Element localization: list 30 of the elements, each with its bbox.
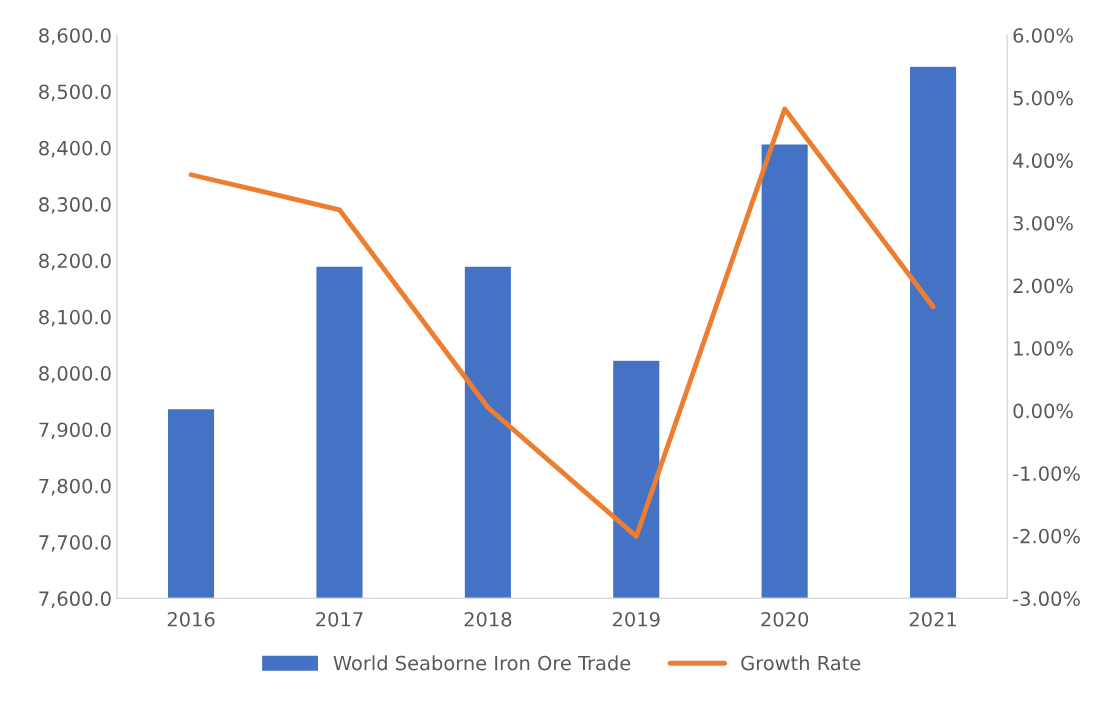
y-tick-label: 7,700.0 (39, 535, 111, 552)
y2-tick-label: 2.00% (1013, 278, 1073, 294)
x-tick-label: 2018 (464, 611, 512, 627)
y2-tick-label: 1.00% (1014, 341, 1073, 356)
x-tick-label: 2016 (167, 611, 215, 627)
y-tick-label: 8,600.0 (39, 28, 111, 45)
y2-tick-label: 3.00% (1013, 215, 1073, 231)
y-tick-label: 8,400.0 (39, 140, 111, 158)
y-tick-label: 8,200.0 (39, 253, 111, 271)
y2-tick-label: 0.00% (1013, 403, 1073, 419)
y2-tick-label: -1.00% (1013, 466, 1080, 481)
x-tick-label: 2017 (316, 611, 363, 627)
y2-tick-label: -2.00% (1013, 528, 1080, 544)
x-tick-label: 2021 (909, 611, 957, 627)
y2-tick-label: 5.00% (1013, 90, 1073, 106)
y-tick-label: 8,100.0 (39, 309, 111, 327)
y-tick-label: 7,900.0 (39, 422, 111, 440)
x-tick-label: 2020 (761, 611, 809, 627)
y-tick-label: 7,600.0 (39, 591, 111, 609)
legend-label: Growth Rate (741, 655, 861, 671)
y2-tick-label: -3.00% (1013, 591, 1080, 607)
y-tick-label: 8,500.0 (39, 84, 111, 102)
x-tick-label: 2019 (612, 611, 660, 627)
line-series (188, 106, 936, 539)
y-tick-label: 7,800.0 (39, 478, 111, 496)
legend-label: World Seaborne Iron Ore Trade (333, 655, 631, 671)
y2-tick-label: 6.00% (1013, 28, 1073, 43)
y-tick-label: 8,000.0 (39, 366, 111, 383)
y2-tick-label: 4.00% (1013, 153, 1073, 169)
y-tick-label: 8,300.0 (39, 197, 111, 214)
